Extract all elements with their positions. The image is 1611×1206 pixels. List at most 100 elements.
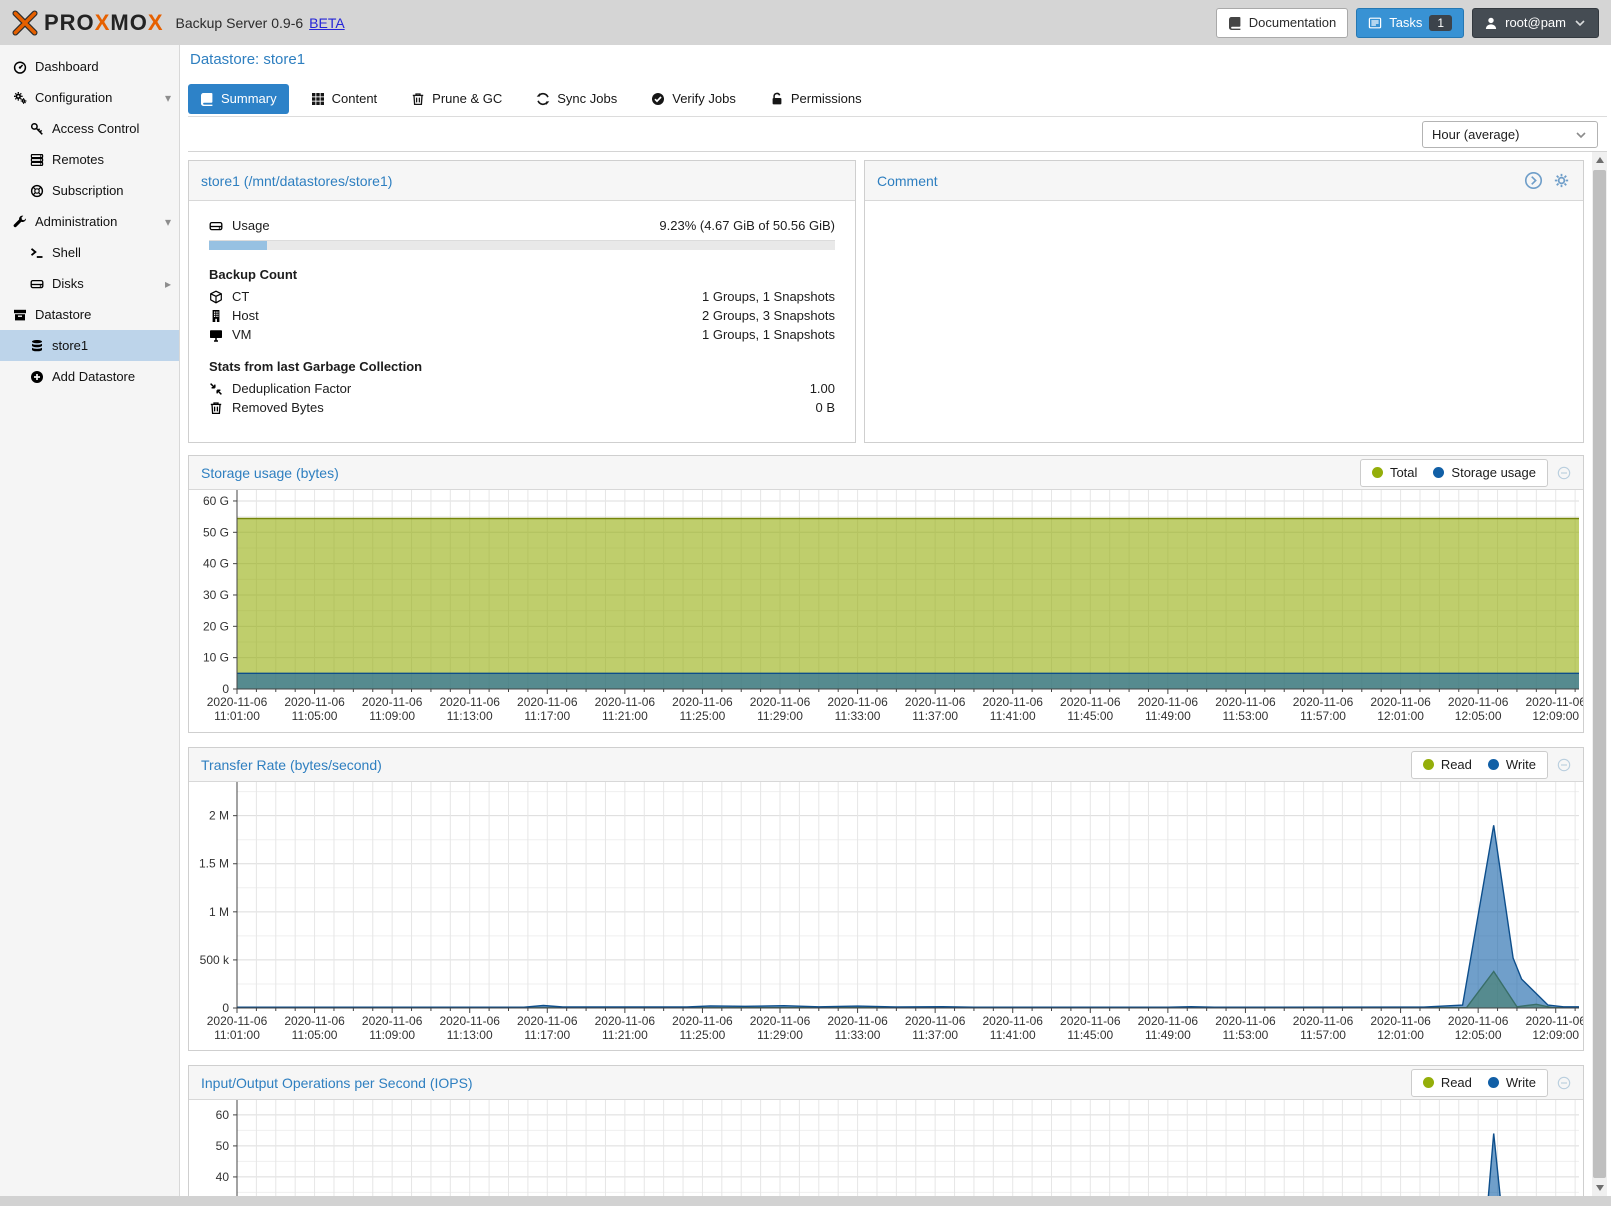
sidebar-item-remotes[interactable]: Remotes	[0, 144, 179, 175]
tab-content[interactable]: Content	[299, 84, 390, 114]
sidebar-item-configuration[interactable]: Configuration ▾	[0, 82, 179, 113]
svg-text:2020-11-06: 2020-11-06	[982, 695, 1043, 709]
tab-sync-jobs[interactable]: Sync Jobs	[524, 84, 629, 114]
documentation-button[interactable]: Documentation	[1215, 7, 1349, 38]
legend-item-write[interactable]: Write	[1487, 757, 1536, 772]
svg-text:2020-11-06: 2020-11-06	[595, 1014, 656, 1028]
svg-text:11:13:00: 11:13:00	[447, 709, 493, 723]
tab-label: Sync Jobs	[557, 91, 618, 106]
sidebar-item-subscription[interactable]: Subscription	[0, 175, 179, 206]
stat-label: Deduplication Factor	[232, 381, 352, 396]
gear-icon[interactable]	[1552, 171, 1571, 190]
legend-item-read[interactable]: Read	[1422, 1075, 1472, 1090]
svg-text:12:09:00: 12:09:00	[1532, 709, 1579, 723]
vertical-scrollbar[interactable]	[1592, 152, 1607, 1196]
svg-text:2020-11-06: 2020-11-06	[284, 695, 345, 709]
svg-text:11:05:00: 11:05:00	[292, 709, 338, 723]
svg-text:11:29:00: 11:29:00	[757, 709, 803, 723]
beta-link[interactable]: BETA	[309, 14, 345, 31]
tab-label: Content	[331, 91, 378, 106]
svg-text:2020-11-06: 2020-11-06	[1293, 1014, 1354, 1028]
terminal-icon	[28, 246, 45, 260]
svg-text:11:49:00: 11:49:00	[1145, 709, 1191, 723]
legend-dot	[1422, 1077, 1434, 1088]
sidebar-item-label: Remotes	[52, 152, 105, 167]
app-header: PROXMOX Backup Server 0.9-6 BETA Documen…	[0, 0, 1611, 45]
legend-dot	[1371, 467, 1383, 478]
collapse-chart-icon[interactable]	[1557, 466, 1571, 480]
svg-text:12:09:00: 12:09:00	[1532, 1028, 1579, 1042]
caret-down-icon[interactable]: ▾	[164, 214, 171, 229]
svg-text:11:21:00: 11:21:00	[602, 709, 648, 723]
svg-text:11:21:00: 11:21:00	[602, 1028, 648, 1042]
svg-text:11:45:00: 11:45:00	[1067, 709, 1113, 723]
time-range-select[interactable]: Hour (average)	[1422, 121, 1598, 148]
sidebar-item-administration[interactable]: Administration ▾	[0, 206, 179, 237]
page-title: Datastore: store1	[190, 51, 306, 68]
svg-text:2020-11-06: 2020-11-06	[1525, 695, 1583, 709]
legend-item-storage-usage[interactable]: Storage usage	[1433, 465, 1536, 480]
tab-label: Summary	[221, 91, 277, 106]
caret-down-icon[interactable]: ▾	[164, 90, 171, 105]
scroll-up-arrow-icon[interactable]	[1592, 152, 1607, 168]
sidebar-item-label: Configuration	[35, 90, 113, 105]
time-range-value: Hour (average)	[1432, 127, 1520, 142]
sidebar-item-access-control[interactable]: Access Control	[0, 113, 179, 144]
sidebar-item-dashboard[interactable]: Dashboard	[0, 51, 179, 82]
svg-text:0: 0	[222, 1001, 229, 1015]
comment-panel-title: Comment	[877, 172, 938, 189]
svg-text:2020-11-06: 2020-11-06	[1293, 695, 1354, 709]
svg-text:2 M: 2 M	[209, 809, 229, 823]
tab-permissions[interactable]: Permissions	[758, 84, 874, 114]
proxmox-x-icon	[10, 8, 40, 38]
svg-text:2020-11-06: 2020-11-06	[1060, 695, 1121, 709]
svg-text:11:05:00: 11:05:00	[292, 1028, 338, 1042]
scroll-down-arrow-icon[interactable]	[1592, 1180, 1607, 1196]
tab-prune-gc[interactable]: Prune & GC	[399, 84, 514, 114]
archive-icon	[11, 308, 28, 322]
sidebar-item-label: Dashboard	[35, 59, 99, 74]
legend-item-total[interactable]: Total	[1371, 465, 1417, 480]
comment-panel: Comment	[864, 160, 1584, 443]
svg-text:2020-11-06: 2020-11-06	[1525, 1014, 1583, 1028]
legend-item-write[interactable]: Write	[1487, 1075, 1536, 1090]
usage-progress-fill	[209, 241, 267, 250]
svg-text:11:01:00: 11:01:00	[214, 1028, 260, 1042]
tab-verify-jobs[interactable]: Verify Jobs	[639, 84, 748, 114]
caret-right-icon[interactable]: ▸	[164, 276, 171, 291]
chart-plot: 0 10 G 20 G 30 G 40 G 50 G 60 G 2020-11-06 11:01…	[189, 490, 1583, 733]
sidebar-item-datastore[interactable]: Datastore	[0, 299, 179, 330]
svg-text:2020-11-06: 2020-11-06	[827, 695, 888, 709]
app-subtitle: Backup Server 0.9-6	[175, 14, 304, 31]
header-actions: Documentation Tasks 1 root@pam	[1215, 7, 1599, 38]
svg-text:11:45:00: 11:45:00	[1067, 1028, 1113, 1042]
chevron-down-icon	[1574, 128, 1588, 142]
collapse-chart-icon[interactable]	[1557, 758, 1571, 772]
datastore-summary-panel: store1 (/mnt/datastores/store1) Usage 9.2…	[188, 160, 856, 443]
scrollbar-thumb[interactable]	[1593, 170, 1606, 1178]
compress-icon	[209, 382, 223, 396]
key-icon	[28, 122, 45, 136]
stat-value: 2 Groups, 3 Snapshots	[702, 308, 835, 323]
expand-circle-right-icon[interactable]	[1524, 171, 1543, 190]
sidebar-item-store1[interactable]: store1	[0, 330, 179, 361]
comment-panel-body[interactable]	[865, 201, 1583, 203]
svg-text:11:13:00: 11:13:00	[447, 1028, 493, 1042]
user-menu-button[interactable]: root@pam	[1472, 7, 1599, 38]
chart-title: Input/Output Operations per Second (IOPS…	[201, 1074, 473, 1091]
trash-icon	[209, 401, 223, 415]
sidebar-item-disks[interactable]: Disks ▸	[0, 268, 179, 299]
server-icon	[28, 153, 45, 167]
trash-icon	[411, 92, 425, 106]
sidebar-item-label: Disks	[52, 276, 84, 291]
collapse-chart-icon[interactable]	[1557, 1076, 1571, 1090]
lifering-icon	[28, 184, 45, 198]
legend-item-read[interactable]: Read	[1422, 757, 1472, 772]
sidebar-item-add-datastore[interactable]: Add Datastore	[0, 361, 179, 392]
cube-icon	[209, 290, 223, 304]
svg-text:11:57:00: 11:57:00	[1300, 1028, 1346, 1042]
sidebar-item-shell[interactable]: Shell	[0, 237, 179, 268]
tab-summary[interactable]: Summary	[188, 83, 289, 114]
tasks-button[interactable]: Tasks 1	[1356, 7, 1465, 38]
chart-header: Transfer Rate (bytes/second) Read Write	[189, 748, 1583, 782]
